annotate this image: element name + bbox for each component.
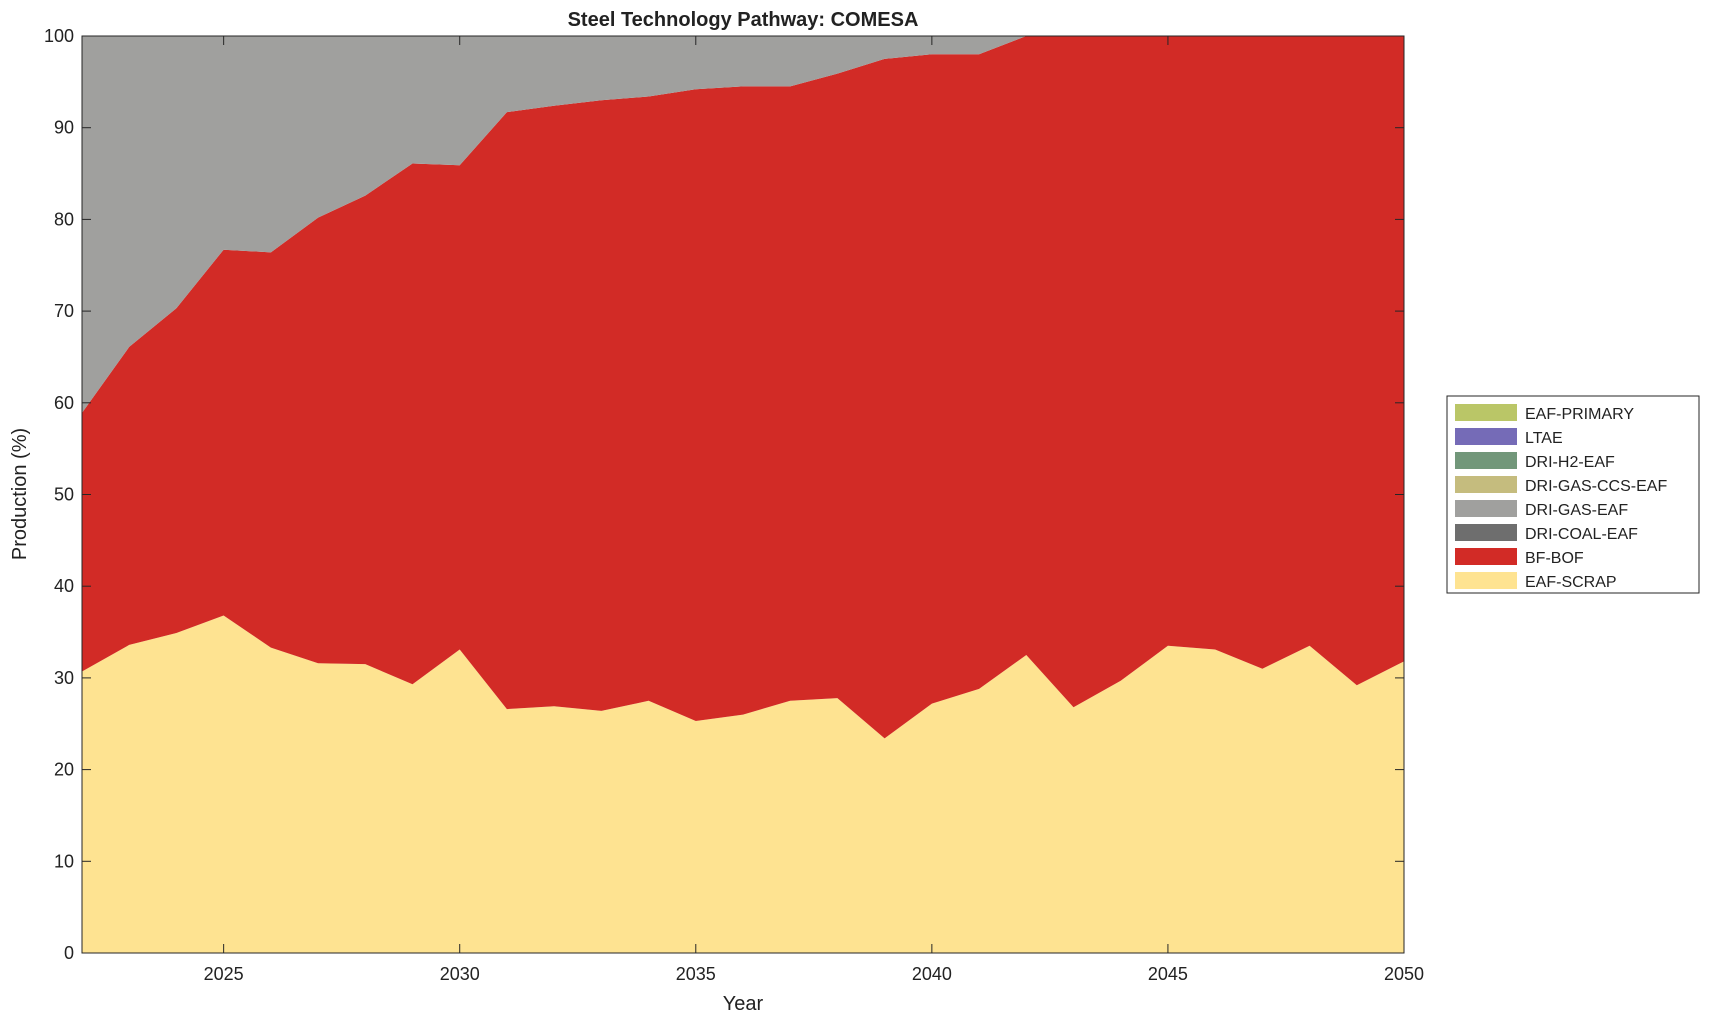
legend-swatch (1455, 572, 1517, 589)
x-tick-label: 2035 (676, 964, 716, 984)
legend-label: DRI-COAL-EAF (1525, 526, 1638, 543)
legend-label: EAF-SCRAP (1525, 574, 1617, 591)
legend-label: DRI-H2-EAF (1525, 454, 1615, 471)
legend-label: BF-BOF (1525, 550, 1584, 567)
area-series-group (82, 36, 1404, 953)
legend-label: DRI-GAS-CCS-EAF (1525, 478, 1667, 495)
legend-label: LTAE (1525, 430, 1563, 447)
legend-swatch (1455, 452, 1517, 469)
x-tick-label: 2045 (1148, 964, 1188, 984)
y-tick-label: 60 (54, 393, 74, 413)
area-bf-bof (82, 36, 1404, 739)
y-tick-label: 80 (54, 209, 74, 229)
x-tick-label: 2030 (440, 964, 480, 984)
y-axis-label: Production (%) (9, 428, 31, 560)
legend-swatch (1455, 500, 1517, 517)
chart-title: Steel Technology Pathway: COMESA (568, 9, 919, 31)
y-tick-label: 100 (44, 26, 74, 46)
x-tick-label: 2050 (1384, 964, 1424, 984)
x-axis-label: Year (723, 993, 764, 1015)
legend-swatch (1455, 404, 1517, 421)
legend: EAF-PRIMARY LTAE DRI-H2-EAF DRI-GAS-CCS-EAF… (1446, 395, 1700, 594)
legend-label: EAF-PRIMARY (1525, 406, 1634, 423)
legend-swatch (1455, 428, 1517, 445)
y-tick-label: 50 (54, 485, 74, 505)
axis-ticks: 2025 2030 2035 2040 2045 20500102030405060708… (44, 26, 1424, 984)
x-tick-label: 2025 (204, 964, 244, 984)
y-tick-label: 20 (54, 760, 74, 780)
y-tick-label: 70 (54, 301, 74, 321)
y-tick-label: 40 (54, 576, 74, 596)
area-dri-gas-eaf (82, 36, 1404, 413)
legend-swatch (1455, 548, 1517, 565)
y-tick-label: 0 (64, 943, 74, 963)
y-tick-label: 30 (54, 668, 74, 688)
x-tick-label: 2040 (912, 964, 952, 984)
y-tick-label: 90 (54, 118, 74, 138)
legend-swatch (1455, 524, 1517, 541)
legend-swatch (1455, 476, 1517, 493)
legend-label: DRI-GAS-EAF (1525, 502, 1628, 519)
y-tick-label: 10 (54, 851, 74, 871)
area-eaf-scrap (82, 615, 1404, 953)
